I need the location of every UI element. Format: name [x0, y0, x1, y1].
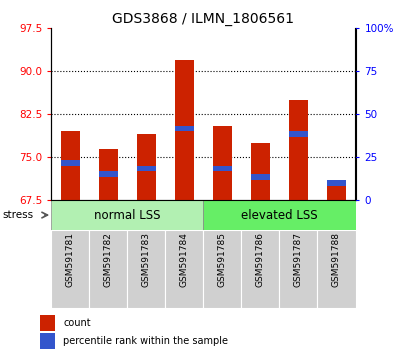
Bar	[137, 134, 156, 200]
Bar	[166, 230, 203, 308]
Bar	[127, 230, 166, 308]
Bar	[51, 200, 203, 230]
Bar	[89, 230, 127, 308]
Bar	[40, 333, 55, 349]
Text: GSM591788: GSM591788	[332, 233, 341, 287]
Title: GDS3868 / ILMN_1806561: GDS3868 / ILMN_1806561	[113, 12, 294, 26]
Bar	[213, 166, 232, 171]
Bar	[203, 200, 356, 230]
Bar	[40, 315, 55, 331]
Text: GSM591785: GSM591785	[218, 233, 227, 287]
Text: GSM591781: GSM591781	[66, 233, 75, 287]
Bar	[51, 230, 89, 308]
Bar	[251, 174, 270, 180]
Bar	[318, 230, 356, 308]
Text: normal LSS: normal LSS	[94, 209, 161, 222]
Bar	[175, 126, 194, 131]
Bar	[213, 126, 232, 200]
Bar	[289, 100, 308, 200]
Bar	[251, 143, 270, 200]
Bar	[137, 166, 156, 171]
Text: count: count	[63, 318, 91, 328]
Bar	[241, 230, 279, 308]
Text: elevated LSS: elevated LSS	[241, 209, 318, 222]
Text: GSM591784: GSM591784	[180, 233, 189, 287]
Text: GSM591787: GSM591787	[294, 233, 303, 287]
Bar	[175, 60, 194, 200]
Bar	[327, 180, 346, 186]
Bar	[279, 230, 318, 308]
Bar	[61, 131, 80, 200]
Text: GSM591783: GSM591783	[142, 233, 151, 287]
Text: GSM591782: GSM591782	[104, 233, 113, 287]
Text: GSM591786: GSM591786	[256, 233, 265, 287]
Text: percentile rank within the sample: percentile rank within the sample	[63, 336, 228, 346]
Bar	[289, 131, 308, 137]
Bar	[327, 183, 346, 200]
Bar	[99, 149, 118, 200]
Bar	[61, 160, 80, 166]
Bar	[203, 230, 241, 308]
Bar	[99, 171, 118, 177]
Text: stress: stress	[2, 210, 33, 220]
